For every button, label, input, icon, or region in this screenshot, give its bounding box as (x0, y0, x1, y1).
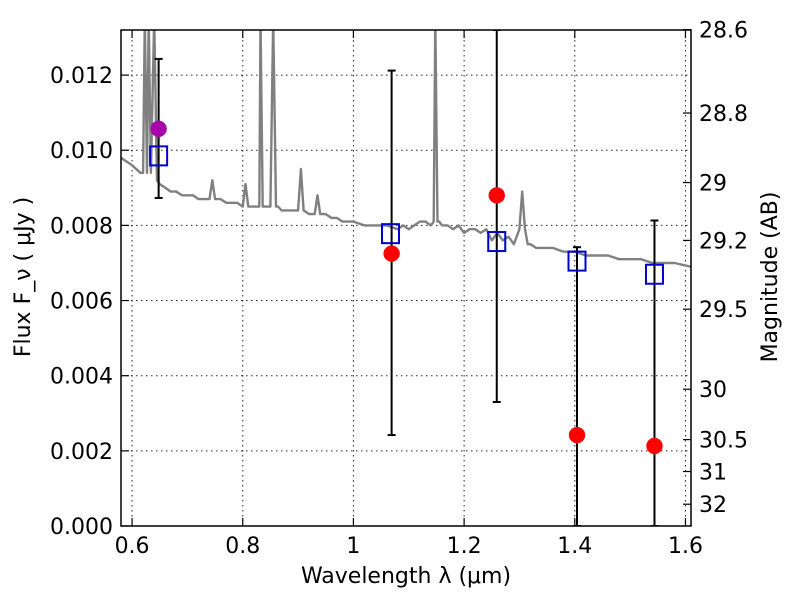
right-tick-label: 30 (699, 378, 727, 403)
x-tick-label: 1.4 (557, 534, 592, 559)
right-tick-label: 28.6 (699, 19, 748, 44)
axes: 0.6 0.8 1 1.2 1.4 1.6 0.000 0.002 0.004 0.006 0.00… (50, 19, 748, 559)
y-tick-label: 0.010 (50, 139, 113, 164)
plot-frame (120, 29, 692, 527)
model-photometry-point (567, 250, 587, 272)
x-tick-label: 0.6 (115, 534, 150, 559)
right-tick-label: 29.5 (699, 298, 748, 323)
model-photometry-point (644, 263, 664, 285)
y-axis-right-label: Magnitude (AB) (758, 192, 783, 363)
model-photometry-point (149, 145, 169, 167)
y-tick-label: 0.006 (50, 290, 113, 315)
x-tick-label: 0.8 (225, 534, 260, 559)
right-tick-label: 28.8 (699, 102, 748, 127)
y-tick-label: 0.004 (50, 365, 113, 390)
y-tick-label: 0.002 (50, 440, 113, 465)
x-axis-label: Wavelength λ (μm) (301, 564, 511, 589)
x-tick-label: 1.6 (668, 534, 703, 559)
observed-photometry-point (646, 437, 663, 455)
right-tick-label: 29 (699, 172, 727, 197)
optical-detection-point (150, 120, 167, 138)
y-tick-label: 0.012 (50, 64, 113, 89)
observed-photometry-point (488, 187, 506, 204)
observed-photometry-point (383, 245, 400, 262)
y-axis-label: Flux F_ν ( μJy ) (11, 197, 36, 357)
model-photometry-point (381, 223, 401, 245)
grid (121, 30, 691, 527)
right-tick-label: 30.5 (699, 429, 748, 454)
template-spectrum-line (121, 30, 691, 268)
right-tick-label: 29.2 (699, 229, 748, 254)
model-photometry-point (487, 231, 507, 253)
observed-photometry-point (568, 426, 586, 444)
right-tick-label: 31 (699, 461, 727, 486)
y-tick-label: 0.008 (50, 214, 113, 239)
right-tick-label: 32 (699, 493, 727, 518)
plot-area (121, 30, 691, 526)
y-tick-label: 0.000 (50, 515, 113, 540)
x-tick-label: 1.2 (447, 534, 482, 559)
x-tick-label: 1 (346, 534, 360, 559)
